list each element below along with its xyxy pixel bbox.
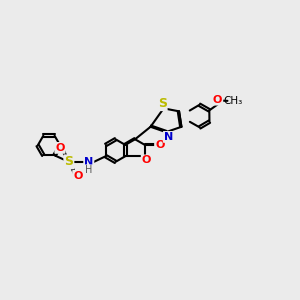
Text: O: O xyxy=(73,171,83,181)
Text: S: S xyxy=(64,155,74,168)
Text: O: O xyxy=(213,94,222,105)
Text: O: O xyxy=(142,155,151,165)
Text: O: O xyxy=(55,143,64,153)
Text: CH₃: CH₃ xyxy=(223,96,242,106)
Text: S: S xyxy=(158,97,166,110)
Text: O: O xyxy=(155,140,164,150)
Text: N: N xyxy=(164,132,173,142)
Text: H: H xyxy=(85,165,92,175)
Text: N: N xyxy=(84,158,93,167)
